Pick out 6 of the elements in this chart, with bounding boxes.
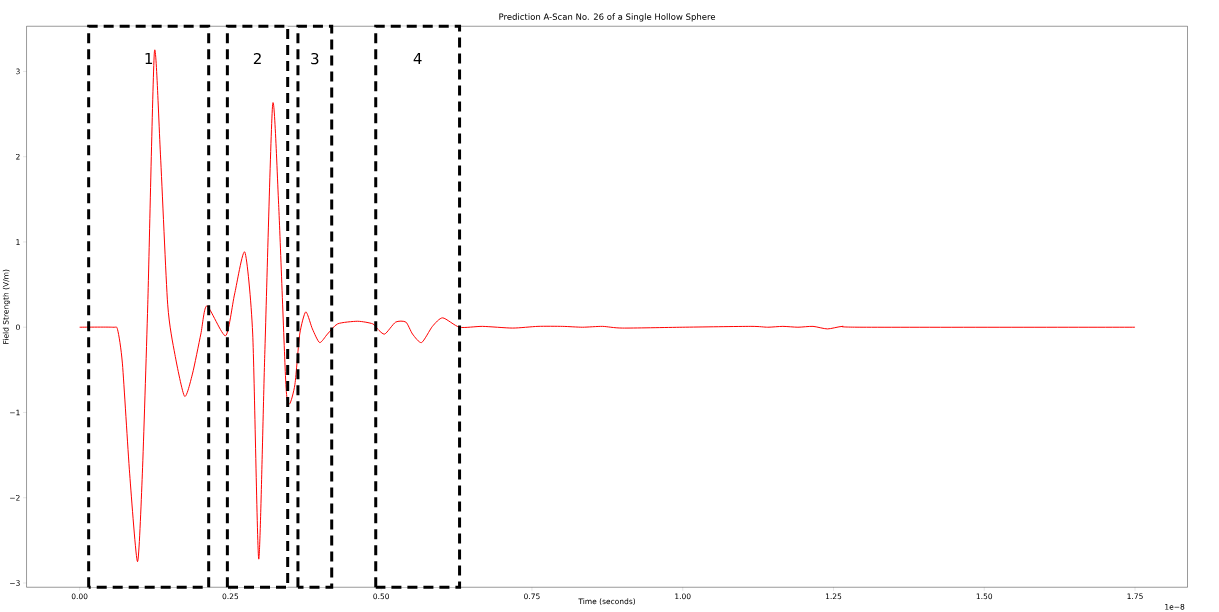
band-label: 1	[145, 52, 153, 64]
band-label: 3	[311, 52, 319, 65]
band-label: 4	[413, 52, 422, 64]
line-series	[79, 51, 1136, 563]
band-label: 2	[253, 52, 261, 65]
chart-title: Prediction A-Scan No. 26 of a Single Hollow Sphere	[499, 13, 716, 22]
